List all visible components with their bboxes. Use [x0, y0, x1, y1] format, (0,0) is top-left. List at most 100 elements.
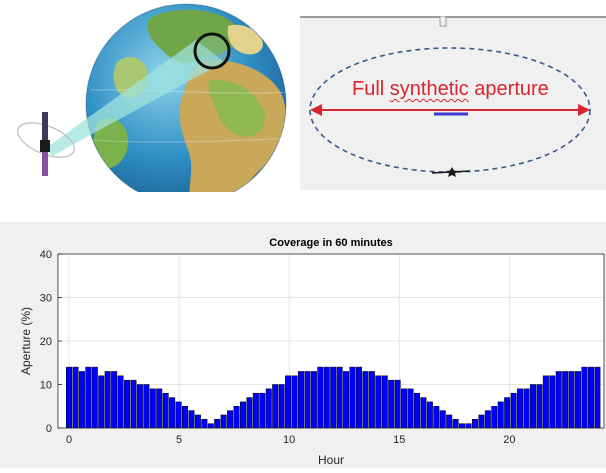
bar	[188, 410, 195, 429]
bar	[465, 423, 472, 429]
star-icon	[446, 167, 458, 177]
bar	[478, 414, 485, 429]
bar	[143, 384, 150, 429]
bar	[66, 366, 72, 429]
bar	[594, 366, 601, 429]
bar	[471, 419, 478, 429]
bar	[459, 423, 466, 429]
bar	[375, 375, 382, 429]
bar	[233, 406, 240, 429]
globe-graphic	[17, 3, 287, 205]
bar	[523, 388, 530, 429]
bar	[285, 375, 292, 429]
bar	[491, 406, 498, 429]
x-axis-label: Hour	[318, 453, 344, 467]
bar	[117, 375, 124, 429]
bar	[362, 371, 369, 429]
bar	[401, 388, 408, 429]
sensor-beam	[46, 40, 224, 156]
bar	[130, 379, 137, 429]
bar	[446, 414, 453, 429]
bar	[536, 384, 543, 429]
bar	[555, 371, 562, 429]
bar	[162, 392, 169, 429]
bar	[439, 410, 446, 429]
aperture-label: Full synthetic aperture	[352, 78, 549, 100]
bar	[72, 366, 79, 429]
bar	[156, 388, 163, 429]
y-tick-label: 40	[40, 249, 52, 261]
bar	[317, 366, 324, 429]
bar	[310, 371, 317, 429]
satellite-icon	[17, 112, 75, 176]
bar	[426, 401, 433, 429]
bar	[201, 419, 208, 429]
bar	[336, 366, 343, 429]
bar	[304, 371, 311, 429]
aperture-arrow	[310, 104, 590, 116]
globe-illustration	[0, 0, 296, 205]
bar	[381, 375, 388, 429]
bar	[98, 375, 105, 429]
bar	[169, 397, 176, 429]
aperture-graphic	[300, 16, 606, 177]
bar	[291, 375, 298, 429]
bar	[581, 366, 588, 429]
earth-globe	[85, 3, 287, 205]
bar	[111, 371, 118, 429]
bar	[517, 388, 524, 429]
y-tick-label: 30	[40, 293, 52, 305]
bar	[575, 371, 582, 429]
bar	[323, 366, 330, 429]
bar	[78, 371, 85, 429]
bar	[343, 371, 350, 429]
coverage-chart-svg: 0 5 10 15 20 0 10 20 30 40 Coverage in 60 minutes…	[19, 237, 605, 467]
bar	[542, 375, 549, 429]
bar	[91, 366, 98, 429]
bar	[452, 419, 459, 429]
chart-title: Coverage in 60 minutes	[269, 237, 393, 249]
bar	[136, 384, 143, 429]
axis-ticks: 0 5 10 15 20 0 10 20 30 40	[40, 249, 516, 446]
bar	[252, 392, 259, 429]
bar	[413, 392, 420, 429]
bar	[207, 423, 214, 429]
bar	[388, 379, 395, 429]
x-tick-label: 5	[176, 434, 182, 446]
bar	[278, 384, 285, 429]
bar	[587, 366, 594, 429]
bar	[149, 388, 156, 429]
bar	[227, 410, 234, 429]
bar	[175, 401, 182, 429]
bar	[349, 366, 356, 429]
bar	[562, 371, 569, 429]
bar	[85, 366, 92, 429]
x-tick-label: 10	[283, 434, 295, 446]
bar	[297, 371, 304, 429]
bar	[420, 397, 427, 429]
synthetic-aperture-panel: Full synthetic aperture	[300, 16, 606, 190]
y-tick-label: 10	[40, 380, 52, 392]
bar	[484, 410, 491, 429]
bar-series	[66, 366, 601, 429]
bar	[368, 371, 375, 429]
bar	[182, 406, 188, 429]
y-tick-label: 0	[46, 423, 52, 435]
bar	[510, 392, 517, 429]
bar	[104, 371, 111, 429]
x-tick-label: 0	[66, 434, 72, 446]
bar	[504, 397, 511, 429]
bar	[124, 379, 130, 429]
coverage-chart: 0 5 10 15 20 0 10 20 30 40 Coverage in 60 minutes…	[0, 222, 606, 468]
x-tick-label: 20	[503, 434, 515, 446]
bar	[568, 371, 575, 429]
bar	[330, 366, 337, 429]
y-axis-label: Aperture (%)	[19, 307, 33, 375]
bar	[259, 392, 266, 429]
bar	[220, 414, 227, 429]
bar	[355, 366, 362, 429]
bar	[549, 375, 556, 429]
x-tick-label: 15	[393, 434, 405, 446]
bar	[240, 401, 246, 429]
bar	[394, 379, 401, 429]
